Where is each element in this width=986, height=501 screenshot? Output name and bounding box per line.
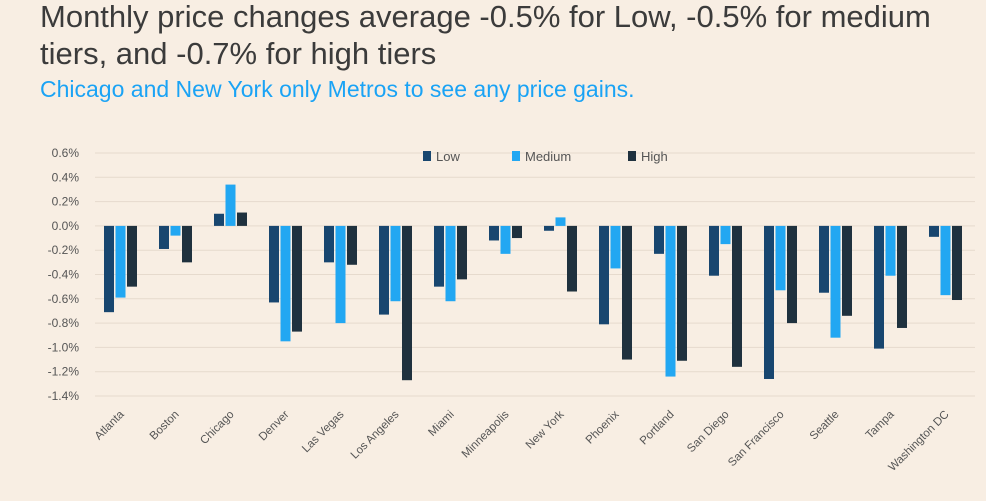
bar-medium xyxy=(445,225,456,302)
bar-high xyxy=(237,212,247,226)
bar-low xyxy=(929,225,939,237)
bar-low xyxy=(434,225,444,287)
bar-high xyxy=(842,225,852,316)
bar-low xyxy=(654,225,664,254)
bar-high xyxy=(732,225,742,367)
x-axis-ticks: Atlanta Boston Chicago Denver Las Vegas Los A… xyxy=(93,408,952,474)
bar-medium xyxy=(885,225,896,276)
legend-swatch-medium xyxy=(512,151,520,161)
bar-high xyxy=(402,225,412,381)
bar-low xyxy=(544,225,554,231)
bar-medium xyxy=(940,225,951,296)
y-tick-label: -0.8% xyxy=(48,316,80,330)
bar-high xyxy=(292,225,302,332)
chart-subtitle: Chicago and New York only Metros to see … xyxy=(40,76,635,102)
bar-medium xyxy=(335,225,346,324)
y-axis-ticks: 0.6% 0.4% 0.2% 0.0% -0.2% -0.4% -0.6% -0.8% -1.0… xyxy=(48,146,80,403)
bar-low xyxy=(599,225,609,325)
bar-low xyxy=(269,225,279,303)
legend: Low Medium High xyxy=(423,149,668,164)
bar-low xyxy=(819,225,829,293)
y-tick-label: 0.2% xyxy=(52,195,80,209)
chart-title: Monthly price changes average -0.5% for … xyxy=(40,0,931,71)
bar-high xyxy=(677,225,687,361)
y-tick-label: -0.2% xyxy=(48,243,80,257)
x-tick-label: Chicago xyxy=(198,409,236,447)
x-tick-label: San Diego xyxy=(685,409,731,455)
bar-medium xyxy=(115,225,126,298)
bar-high xyxy=(952,225,962,301)
bar-medium xyxy=(775,225,786,291)
bar-high xyxy=(787,225,797,324)
x-tick-label: Las Vegas xyxy=(300,408,347,455)
x-tick-label: Atlanta xyxy=(93,408,127,442)
legend-swatch-high xyxy=(628,151,636,161)
bar-low xyxy=(104,225,114,313)
x-tick-label: Denver xyxy=(257,409,292,444)
x-tick-label: Seattle xyxy=(808,409,842,443)
bar-low xyxy=(709,225,719,276)
bar-medium xyxy=(720,225,731,245)
x-tick-label: Miami xyxy=(426,409,456,439)
bar-medium xyxy=(555,217,566,226)
y-tick-label: -0.4% xyxy=(48,268,80,282)
bar-medium xyxy=(665,225,676,377)
bar-medium xyxy=(225,184,236,226)
bar-low xyxy=(324,225,334,263)
bar-high xyxy=(567,225,577,292)
y-tick-label: -0.6% xyxy=(48,292,80,306)
bar-medium xyxy=(610,225,621,269)
y-tick-label: 0.4% xyxy=(52,170,80,184)
bar-low xyxy=(764,225,774,379)
legend-label-high: High xyxy=(641,149,668,164)
bar-medium xyxy=(390,225,401,302)
bar-high xyxy=(897,225,907,328)
x-tick-label: New York xyxy=(524,408,567,451)
bar-high xyxy=(182,225,192,263)
bar-high xyxy=(512,225,522,239)
bar-medium xyxy=(280,225,291,342)
x-tick-label: Minneapolis xyxy=(460,408,512,460)
x-tick-label: Tampa xyxy=(864,408,897,441)
bar-low xyxy=(214,213,224,226)
bar-low xyxy=(874,225,884,349)
bar-medium xyxy=(170,225,181,236)
bar-high xyxy=(622,225,632,360)
y-tick-label: 0.6% xyxy=(52,146,80,160)
x-tick-label: Boston xyxy=(148,409,182,443)
bar-high xyxy=(127,225,137,287)
bar-high xyxy=(347,225,357,265)
bars xyxy=(104,184,962,381)
legend-label-low: Low xyxy=(436,149,460,164)
legend-swatch-low xyxy=(423,151,431,161)
bar-low xyxy=(159,225,169,249)
x-tick-label: San Francisco xyxy=(726,409,786,469)
bar-high xyxy=(457,225,467,280)
y-tick-label: -1.4% xyxy=(48,389,80,403)
y-tick-label: -1.0% xyxy=(48,340,80,354)
x-tick-label: Washington DC xyxy=(886,409,951,474)
y-tick-label: -1.2% xyxy=(48,365,80,379)
x-tick-label: Portland xyxy=(638,409,677,448)
bar-low xyxy=(489,225,499,241)
bar-medium xyxy=(830,225,841,338)
bar-low xyxy=(379,225,389,315)
x-tick-label: Los Angeles xyxy=(349,408,402,461)
y-tick-label: 0.0% xyxy=(52,219,80,233)
x-tick-label: Phoenix xyxy=(584,408,622,446)
bar-medium xyxy=(500,225,511,254)
legend-label-medium: Medium xyxy=(525,149,571,164)
